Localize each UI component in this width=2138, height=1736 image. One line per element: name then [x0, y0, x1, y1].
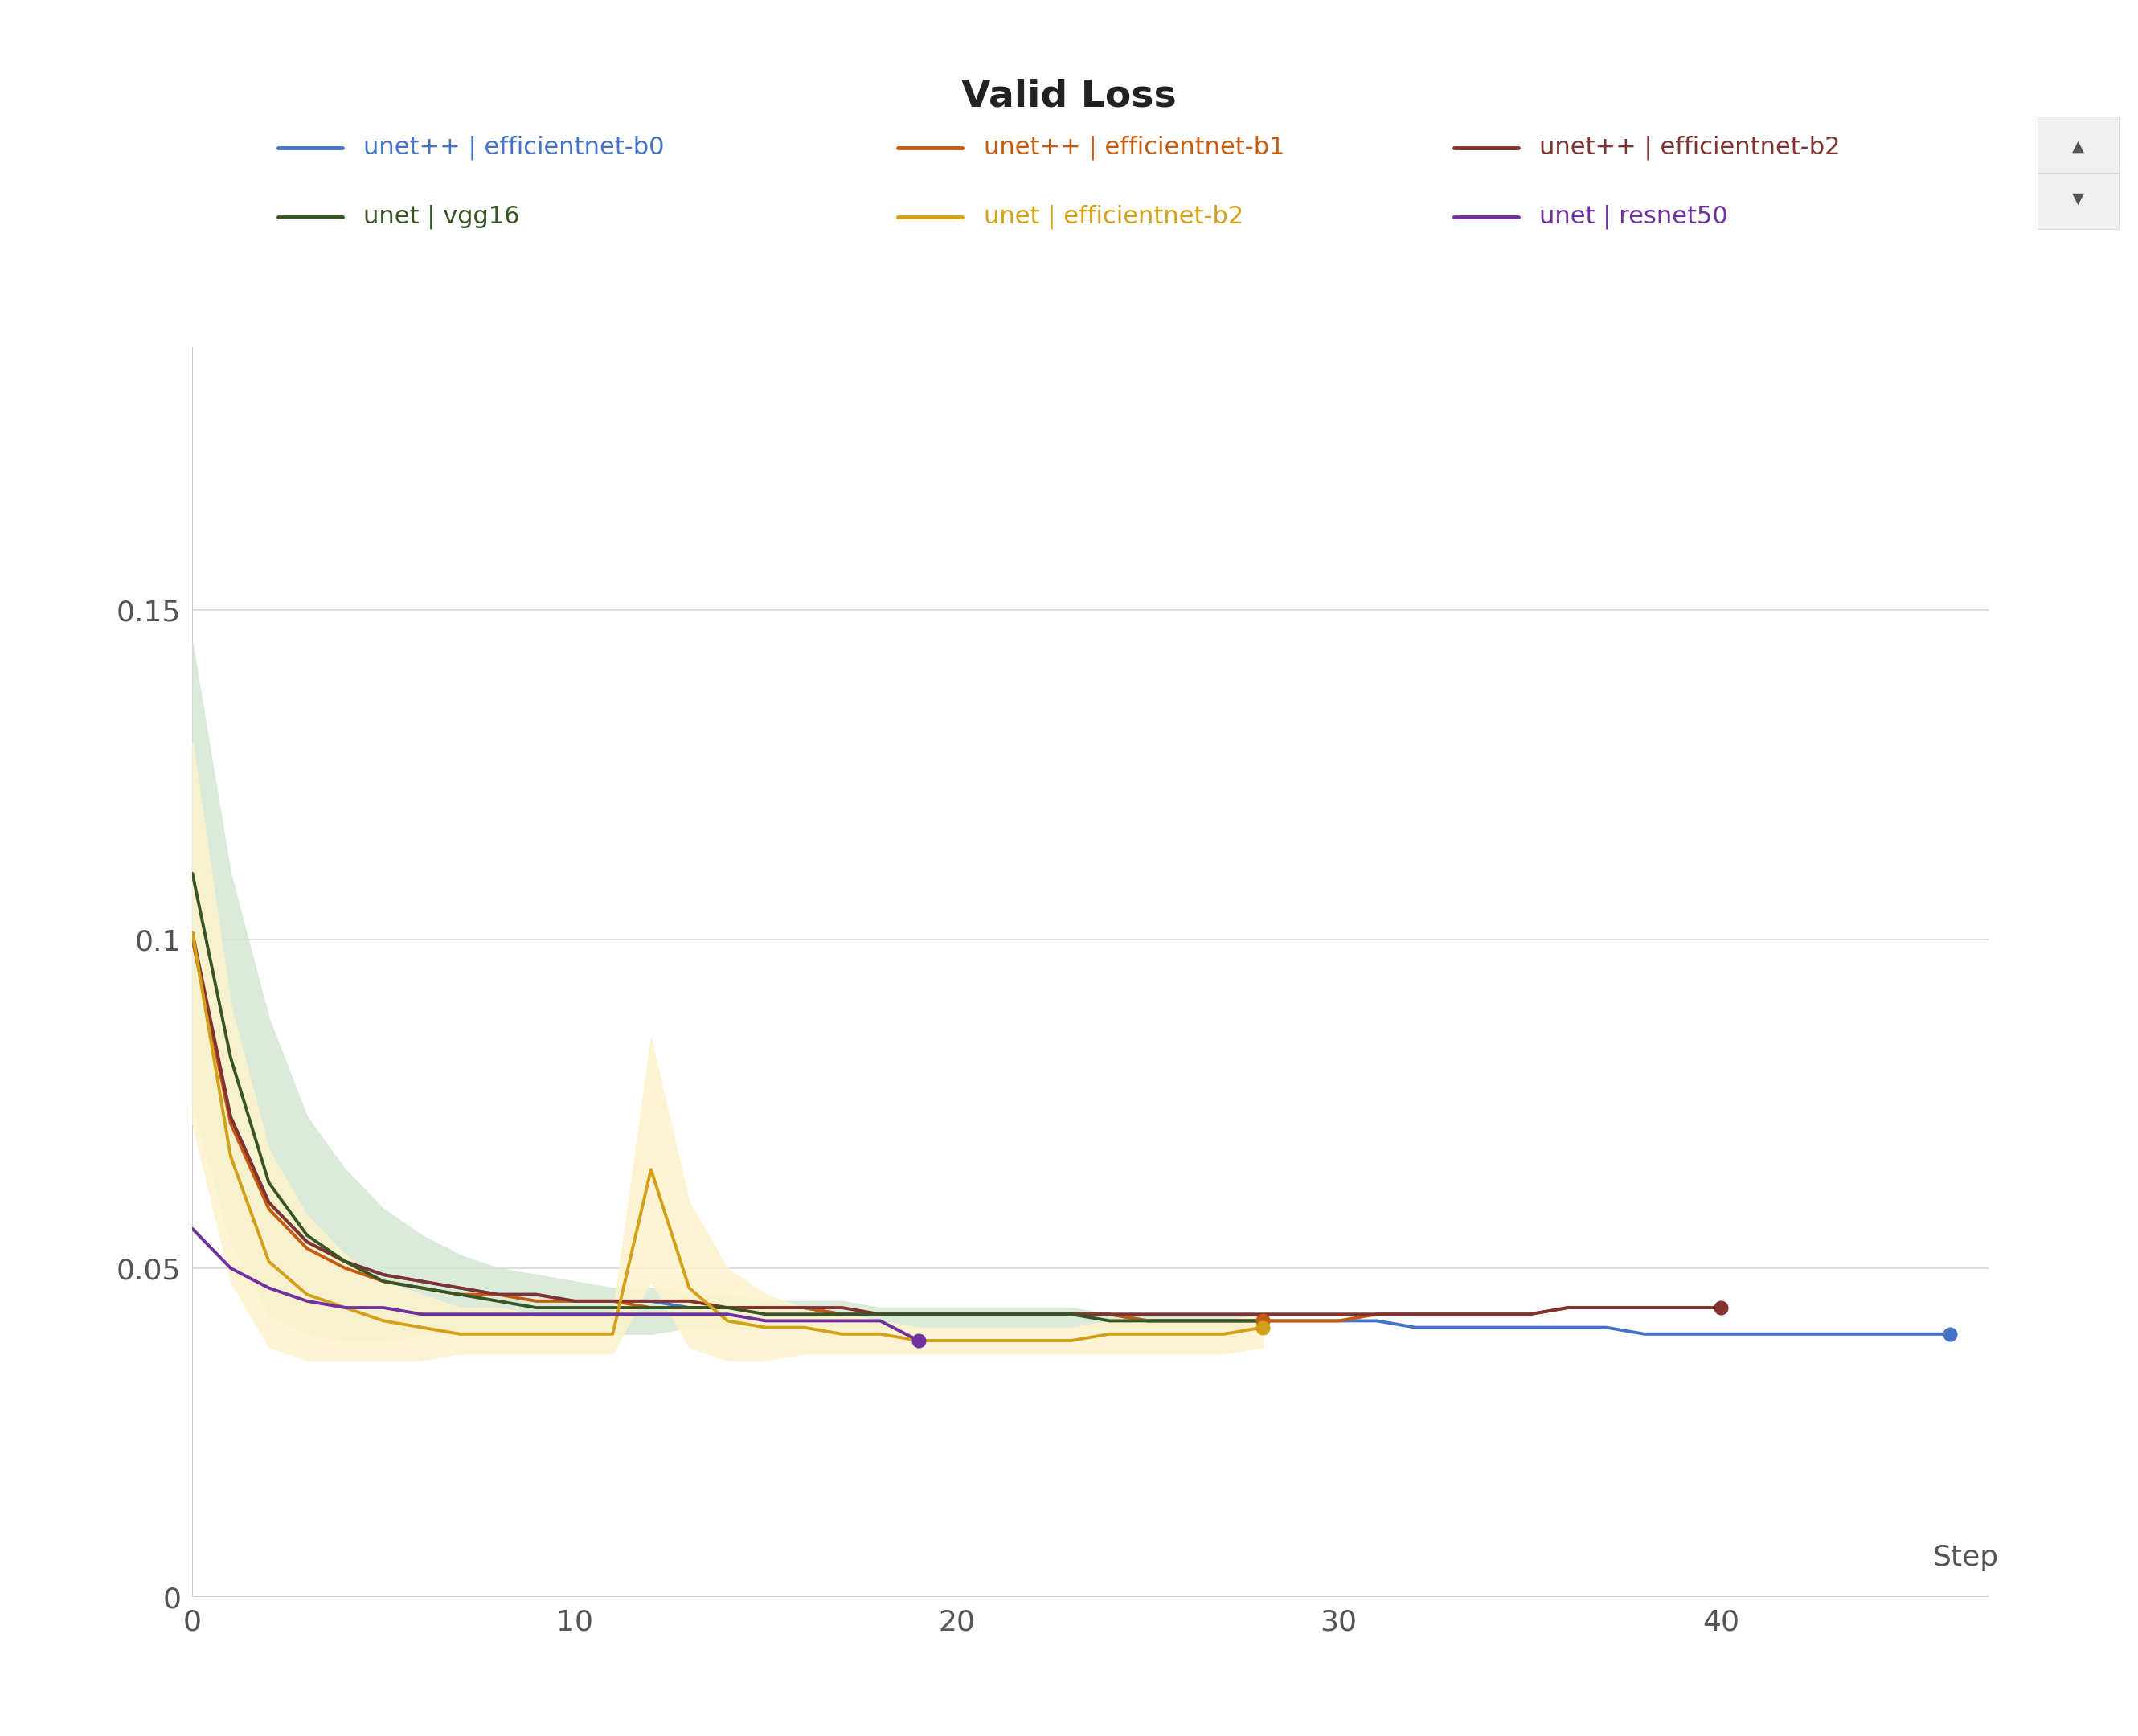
Text: unet | resnet50: unet | resnet50: [1539, 205, 1728, 229]
Text: ▼: ▼: [2072, 191, 2085, 207]
Text: ▲: ▲: [2072, 139, 2085, 155]
Text: unet | efficientnet-b2: unet | efficientnet-b2: [983, 205, 1244, 229]
Text: unet++ | efficientnet-b2: unet++ | efficientnet-b2: [1539, 135, 1841, 160]
Text: Valid Loss: Valid Loss: [962, 78, 1176, 115]
Text: Step: Step: [1933, 1543, 1999, 1571]
Text: unet++ | efficientnet-b1: unet++ | efficientnet-b1: [983, 135, 1285, 160]
Text: unet | vgg16: unet | vgg16: [363, 205, 520, 229]
Text: unet++ | efficientnet-b0: unet++ | efficientnet-b0: [363, 135, 665, 160]
